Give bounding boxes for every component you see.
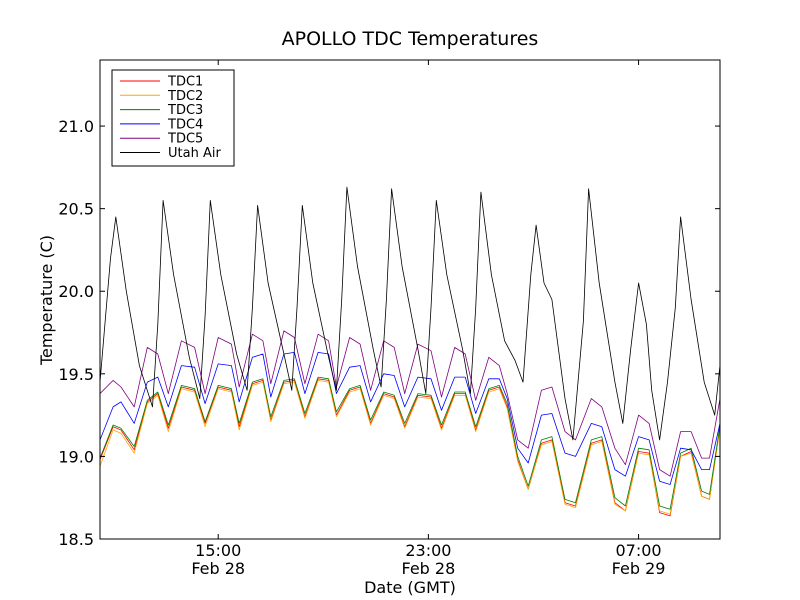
y-tick-label: 21.0 <box>58 117 94 136</box>
x-axis-label: Date (GMT) <box>364 578 456 597</box>
series-line-tdc5 <box>100 330 720 477</box>
y-axis-label: Temperature (C) <box>37 235 56 366</box>
series-layer <box>100 186 720 517</box>
series-line-utah-air <box>100 186 720 441</box>
legend-label: TDC3 <box>167 103 203 118</box>
y-tick-label: 18.5 <box>58 530 94 549</box>
plot-frame <box>99 59 721 540</box>
legend-label: Utah Air <box>168 146 221 161</box>
y-tick-label: 19.0 <box>58 447 94 466</box>
x-tick-label-time: 23:00 <box>405 541 451 560</box>
series-line-tdc3 <box>100 376 720 510</box>
legend-label: TDC1 <box>167 75 203 90</box>
y-tick-label: 19.5 <box>58 365 94 384</box>
y-axis: 18.5 19.0 19.5 20.0 20.5 21.0 <box>58 117 720 549</box>
x-tick-label-date: Feb 29 <box>612 559 666 578</box>
series-line-tdc4 <box>100 352 720 485</box>
legend-label: TDC5 <box>167 132 203 147</box>
x-tick-label-date: Feb 28 <box>401 559 455 578</box>
legend-label: TDC2 <box>167 89 203 104</box>
chart-title: APOLLO TDC Temperatures <box>282 28 539 50</box>
y-tick-label: 20.5 <box>58 200 94 219</box>
x-tick-label-date: Feb 28 <box>191 559 245 578</box>
legend-label: TDC4 <box>167 117 203 132</box>
y-tick-label: 20.0 <box>58 282 94 301</box>
series-line-tdc2 <box>100 380 720 515</box>
legend-box <box>111 69 235 167</box>
x-tick-label-time: 07:00 <box>616 541 662 560</box>
x-tick-label-time: 15:00 <box>195 541 241 560</box>
